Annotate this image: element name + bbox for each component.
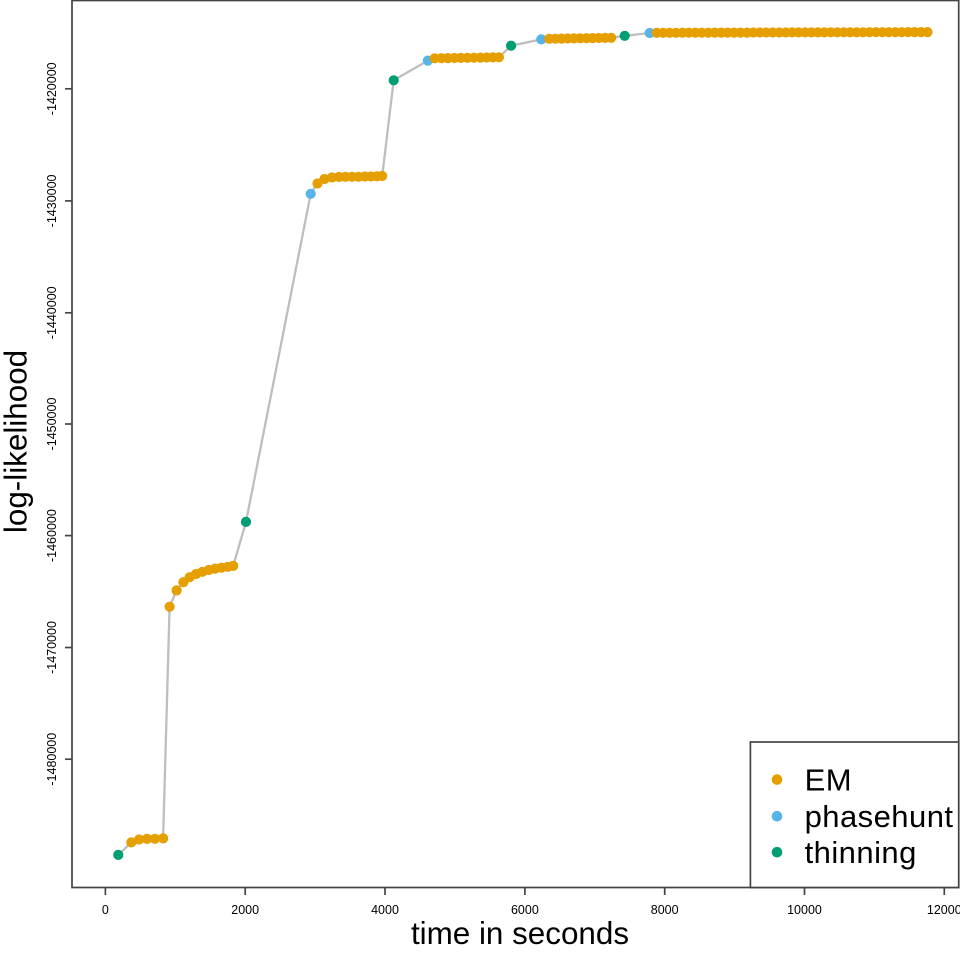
svg-text:time in seconds: time in seconds [411, 916, 629, 951]
svg-text:-1470000: -1470000 [45, 621, 59, 674]
svg-text:log-likelihood: log-likelihood [0, 350, 34, 533]
svg-text:-1460000: -1460000 [45, 509, 59, 562]
svg-text:8000: 8000 [651, 903, 679, 917]
svg-text:-1430000: -1430000 [45, 174, 59, 227]
svg-text:2000: 2000 [231, 903, 259, 917]
svg-text:4000: 4000 [371, 903, 399, 917]
svg-text:12000: 12000 [927, 903, 960, 917]
svg-text:EM: EM [805, 762, 852, 797]
svg-text:-1480000: -1480000 [45, 733, 59, 786]
svg-text:-1440000: -1440000 [45, 286, 59, 339]
svg-text:0: 0 [102, 903, 109, 917]
svg-text:phasehunt: phasehunt [805, 799, 954, 834]
svg-text:6000: 6000 [511, 903, 539, 917]
svg-text:-1450000: -1450000 [45, 398, 59, 451]
svg-text:-1420000: -1420000 [45, 62, 59, 115]
svg-text:10000: 10000 [787, 903, 822, 917]
svg-text:thinning: thinning [805, 835, 917, 870]
